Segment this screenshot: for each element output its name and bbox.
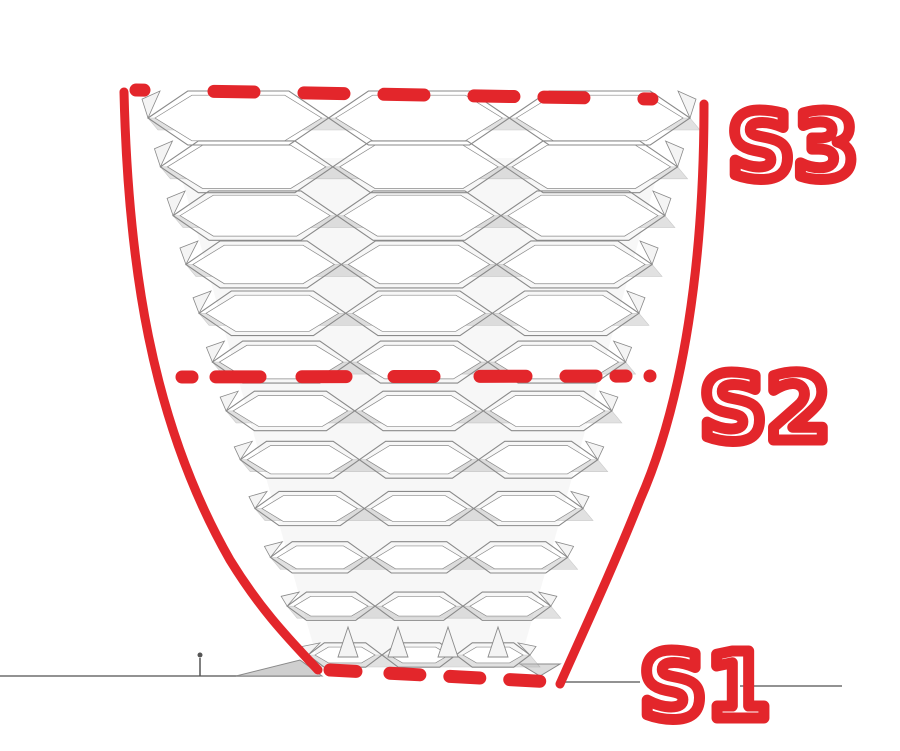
floor-slab [280, 591, 562, 621]
outline-right-edge [555, 99, 709, 689]
outline-left-edge [119, 87, 323, 675]
floor-slab [192, 290, 650, 337]
floor-slab [166, 190, 676, 241]
section-label-s1: S1 [640, 633, 770, 740]
section-line-s3 [129, 83, 719, 107]
base-column [337, 625, 359, 658]
section-line-s1 [323, 663, 561, 689]
floor-slab [219, 390, 623, 432]
section-label-s3: S3 [728, 93, 858, 200]
section-line-s2 [175, 369, 657, 384]
section-annotation [119, 83, 719, 689]
floor-slab [153, 140, 689, 194]
floor-slab [263, 541, 579, 574]
hexagonal-lattice-structure [141, 90, 701, 668]
floor-slab [248, 490, 594, 527]
floor-slab [233, 440, 609, 479]
base-column [387, 625, 409, 658]
ground-line [0, 652, 842, 687]
base-column [487, 625, 509, 658]
section-label-s2: S2 [700, 355, 830, 462]
base-column [437, 625, 459, 658]
floor-slab [179, 240, 663, 289]
